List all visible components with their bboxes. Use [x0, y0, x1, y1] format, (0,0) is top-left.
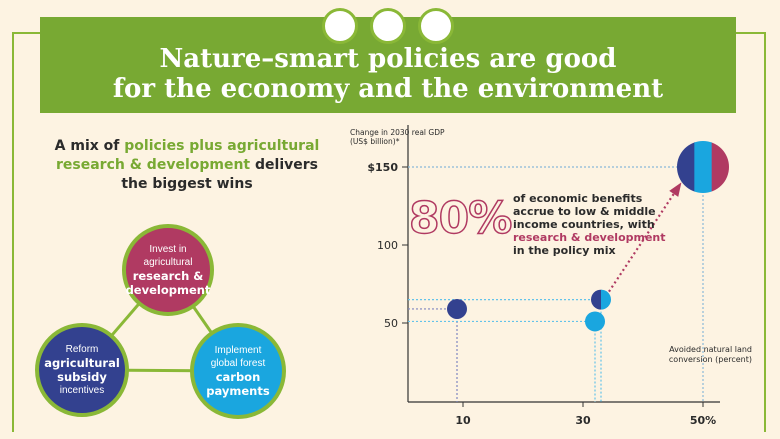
y-tick-label: 100 [377, 239, 398, 252]
data-point [447, 298, 467, 319]
policy-research-development: Invest in agricultural research & develo… [122, 224, 214, 316]
subheading-highlight: policies plus agricultural research & de… [56, 138, 320, 173]
data-point-segment [601, 289, 611, 310]
x-tick-label: 50% [690, 414, 716, 427]
decorative-circle-icon [418, 8, 454, 44]
policy-line: global forest [210, 358, 266, 369]
policy-line: Invest in [149, 244, 187, 255]
annotation-percent: 80% [408, 192, 513, 245]
policy-subsidy-reform: Reform agricultural subsidy incentives [35, 323, 129, 417]
arrow-head-icon [669, 182, 682, 197]
subheading-part1: A mix of [54, 138, 125, 154]
data-point-segment [711, 141, 729, 193]
y-axis-title-line2: (US$ billion)* [350, 137, 400, 146]
subheading: A mix of policies plus agricultural rese… [42, 137, 332, 194]
data-point [585, 311, 605, 332]
title-line-1: Nature–smart policies are good [159, 44, 617, 74]
title-line-2: for the economy and the environment [112, 74, 664, 104]
x-tick-label: 10 [455, 414, 471, 427]
policy-bold: carbon payments [206, 370, 270, 398]
policy-bold: agricultural subsidy [44, 356, 120, 384]
data-point-segment [677, 141, 695, 193]
data-point [677, 141, 729, 193]
annotation-part1: of economic benefits accrue to low & mid… [513, 192, 656, 231]
page-title: Nature–smart policies are good for the e… [40, 44, 736, 104]
policy-line: incentives [59, 385, 105, 396]
policy-line: Implement [214, 345, 262, 356]
x-tick-label: 30 [575, 414, 591, 427]
annotation-text: of economic benefits accrue to low & mid… [513, 192, 673, 257]
policy-line: agricultural [143, 257, 193, 268]
arrow-line [608, 188, 678, 293]
data-point-segment [694, 141, 713, 193]
x-axis-title: Avoided natural land conversion (percent… [668, 345, 752, 364]
policy-carbon-payments: Implement global forest carbon payments [190, 323, 286, 419]
policy-bold: research & development [125, 269, 211, 297]
annotation-part2: in the policy mix [513, 244, 616, 257]
decorative-circle-icon [322, 8, 358, 44]
y-axis-title-line1: Change in 2030 real GDP [350, 128, 445, 137]
decorative-circle-icon [370, 8, 406, 44]
subheading-part2: delivers the biggest wins [121, 157, 318, 192]
y-tick-label: $150 [367, 161, 398, 174]
annotation-highlight: research & development [513, 231, 666, 244]
data-point-segment [591, 289, 602, 310]
y-tick-label: 50 [384, 317, 398, 330]
policy-line: Reform [65, 344, 99, 355]
data-point [591, 289, 611, 310]
